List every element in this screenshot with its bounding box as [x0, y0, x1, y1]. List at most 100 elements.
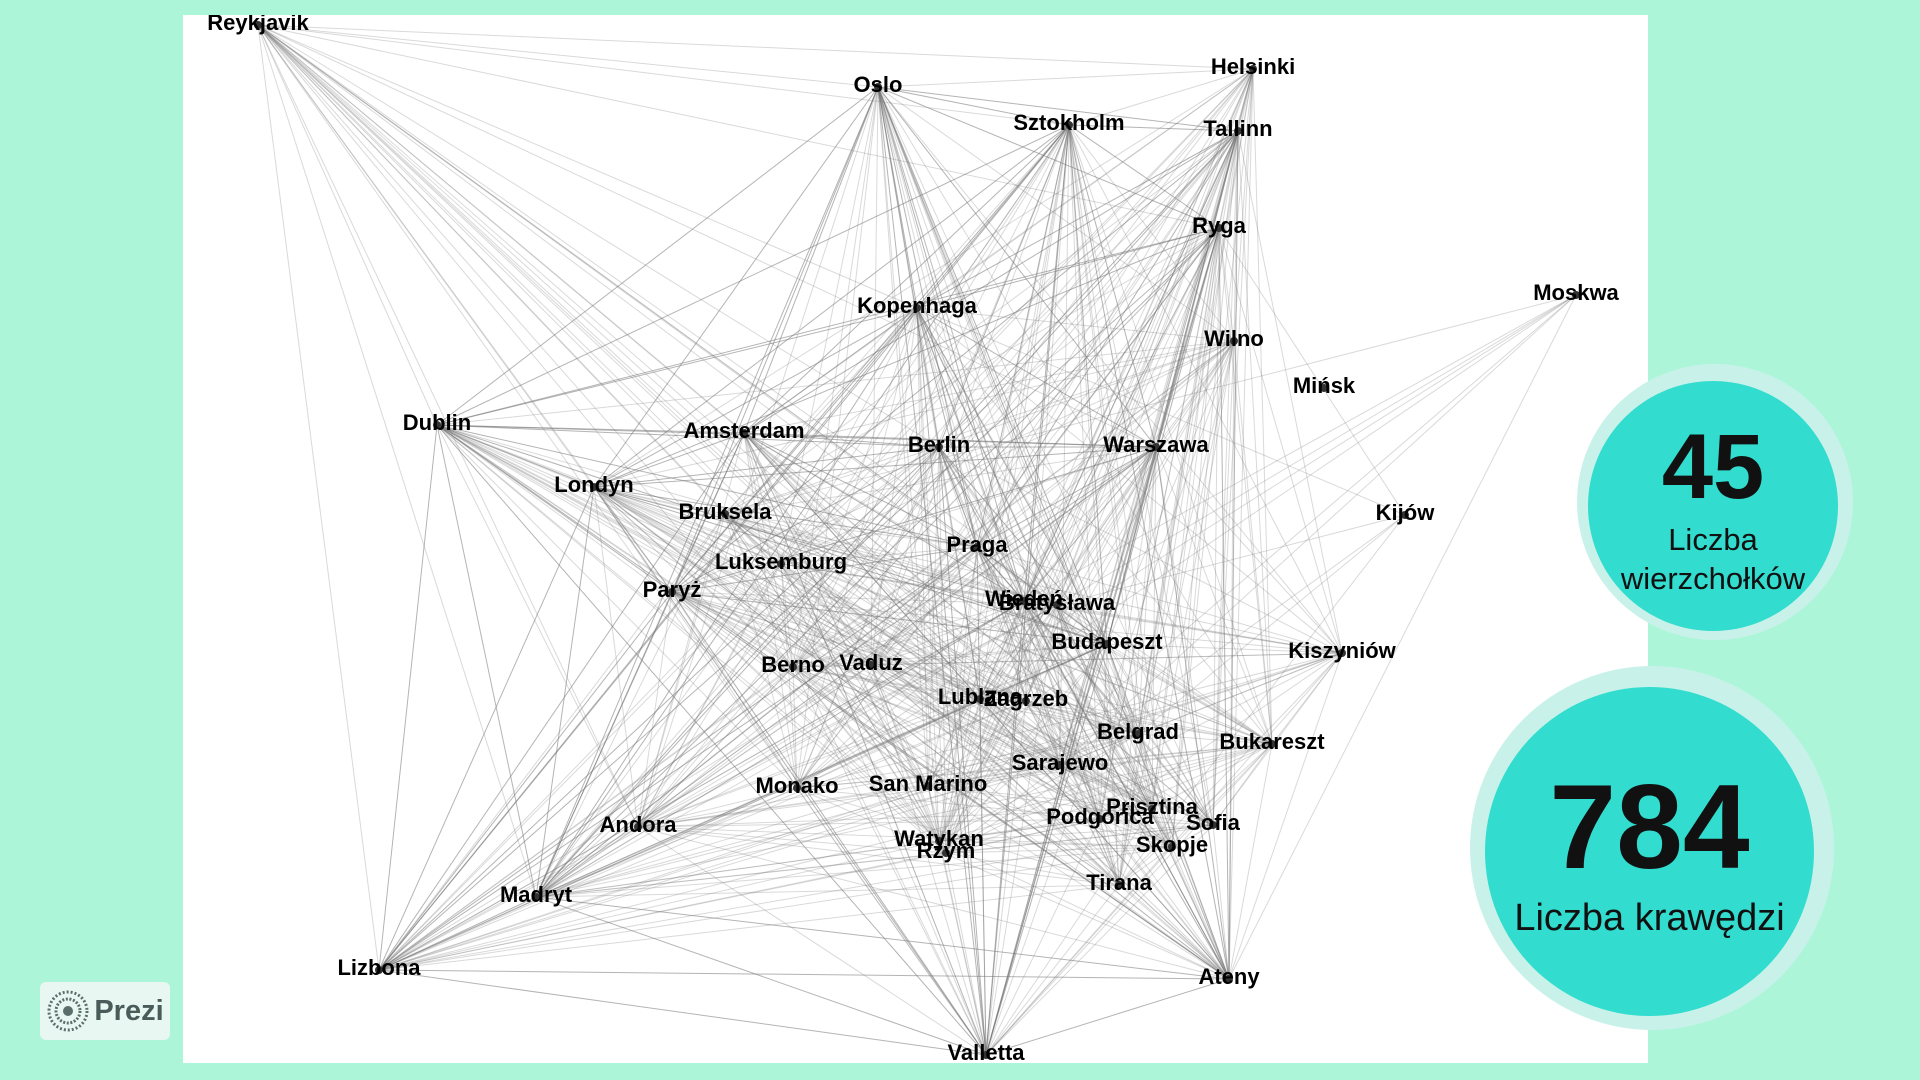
edge [1237, 130, 1273, 745]
node-label: Monako [755, 773, 838, 798]
edge [1171, 227, 1220, 848]
node-label: Warszawa [1103, 432, 1209, 457]
edge [1252, 68, 1273, 745]
edge [938, 446, 1214, 826]
node-dot [973, 543, 981, 551]
edge [796, 733, 1139, 789]
edge [1137, 446, 1157, 735]
edge [535, 563, 782, 898]
edge [535, 664, 872, 898]
logo-text: Prezi [94, 994, 164, 1027]
edge [877, 86, 1239, 132]
edge [378, 68, 1254, 971]
edge [976, 227, 1220, 548]
edge [979, 446, 1157, 700]
edge [593, 486, 1058, 606]
node-dot [254, 21, 262, 29]
edge [724, 513, 981, 700]
edge [724, 130, 1239, 515]
edge [1023, 600, 1101, 820]
edge [792, 666, 1214, 826]
edge [916, 307, 947, 854]
edge [1068, 124, 1139, 735]
edge [535, 884, 1120, 898]
node-label: Wiedeń [985, 586, 1063, 611]
edge [671, 591, 872, 666]
edge [257, 24, 380, 971]
edge [436, 424, 798, 789]
edge [1068, 124, 1157, 448]
edge [796, 787, 987, 1056]
node-dot [1572, 291, 1580, 299]
graph-node: Podgorica [1046, 804, 1154, 829]
edge [637, 664, 872, 828]
edge [1059, 764, 1120, 886]
vertex-count-label: Liczba wierzchołków [1620, 522, 1806, 596]
edge [1068, 124, 1101, 820]
edge [257, 24, 726, 515]
edge [1023, 68, 1254, 602]
node-label: Sofia [1186, 810, 1241, 835]
edge [945, 652, 1343, 854]
edge [780, 563, 1027, 702]
edge [877, 86, 929, 787]
edge [671, 307, 918, 593]
edge [671, 591, 1273, 745]
edge [916, 307, 1101, 820]
edge [1137, 733, 1173, 848]
edge [1228, 294, 1577, 980]
edge [1023, 340, 1235, 602]
edge [877, 86, 1153, 810]
edge [870, 664, 1027, 702]
edge [1237, 68, 1254, 132]
prezi-logo[interactable]: Prezi [40, 982, 170, 1040]
edge [916, 68, 1254, 309]
edge [938, 604, 1058, 842]
edge [985, 824, 1214, 1056]
node-label: Belgrad [1097, 719, 1179, 744]
edge [945, 852, 987, 1056]
graph-node: Wiedeń [985, 586, 1063, 611]
edge [743, 432, 1139, 735]
edge [378, 604, 1058, 971]
graph-node: Londyn [554, 472, 633, 497]
edge [257, 24, 1173, 848]
edge [796, 446, 940, 789]
edge [724, 513, 1108, 645]
graph-node: Lizbona [337, 955, 421, 980]
edge [1068, 124, 1230, 980]
edge [378, 808, 1153, 971]
edge [1212, 227, 1220, 826]
edge [378, 785, 929, 971]
edge [1059, 514, 1406, 766]
edge [792, 643, 1108, 668]
edge [976, 546, 1101, 820]
graph-node: Lublana [938, 684, 1023, 709]
edge [796, 446, 1157, 789]
edge [796, 130, 1239, 789]
edge [724, 227, 1220, 515]
edge [257, 24, 872, 666]
edge [780, 124, 1070, 565]
graph-node: Reykjavik [207, 15, 309, 35]
edge [378, 307, 918, 971]
edge [637, 826, 1173, 848]
edge [938, 808, 1153, 842]
edge [1068, 124, 1273, 745]
graph-node: Budapeszt [1051, 629, 1163, 654]
edge [257, 24, 639, 828]
edge [724, 513, 1027, 702]
edge [796, 787, 1120, 886]
edge [927, 785, 1153, 810]
edge [257, 24, 1058, 606]
edge [724, 513, 947, 854]
edge [593, 486, 1230, 980]
edge [1025, 124, 1070, 702]
edge [1025, 227, 1220, 702]
edge [593, 486, 872, 666]
node-label: Reykjavik [207, 15, 309, 35]
edge [985, 600, 1025, 1056]
edge [938, 546, 978, 842]
edge [1137, 733, 1230, 980]
edge [593, 446, 1157, 488]
